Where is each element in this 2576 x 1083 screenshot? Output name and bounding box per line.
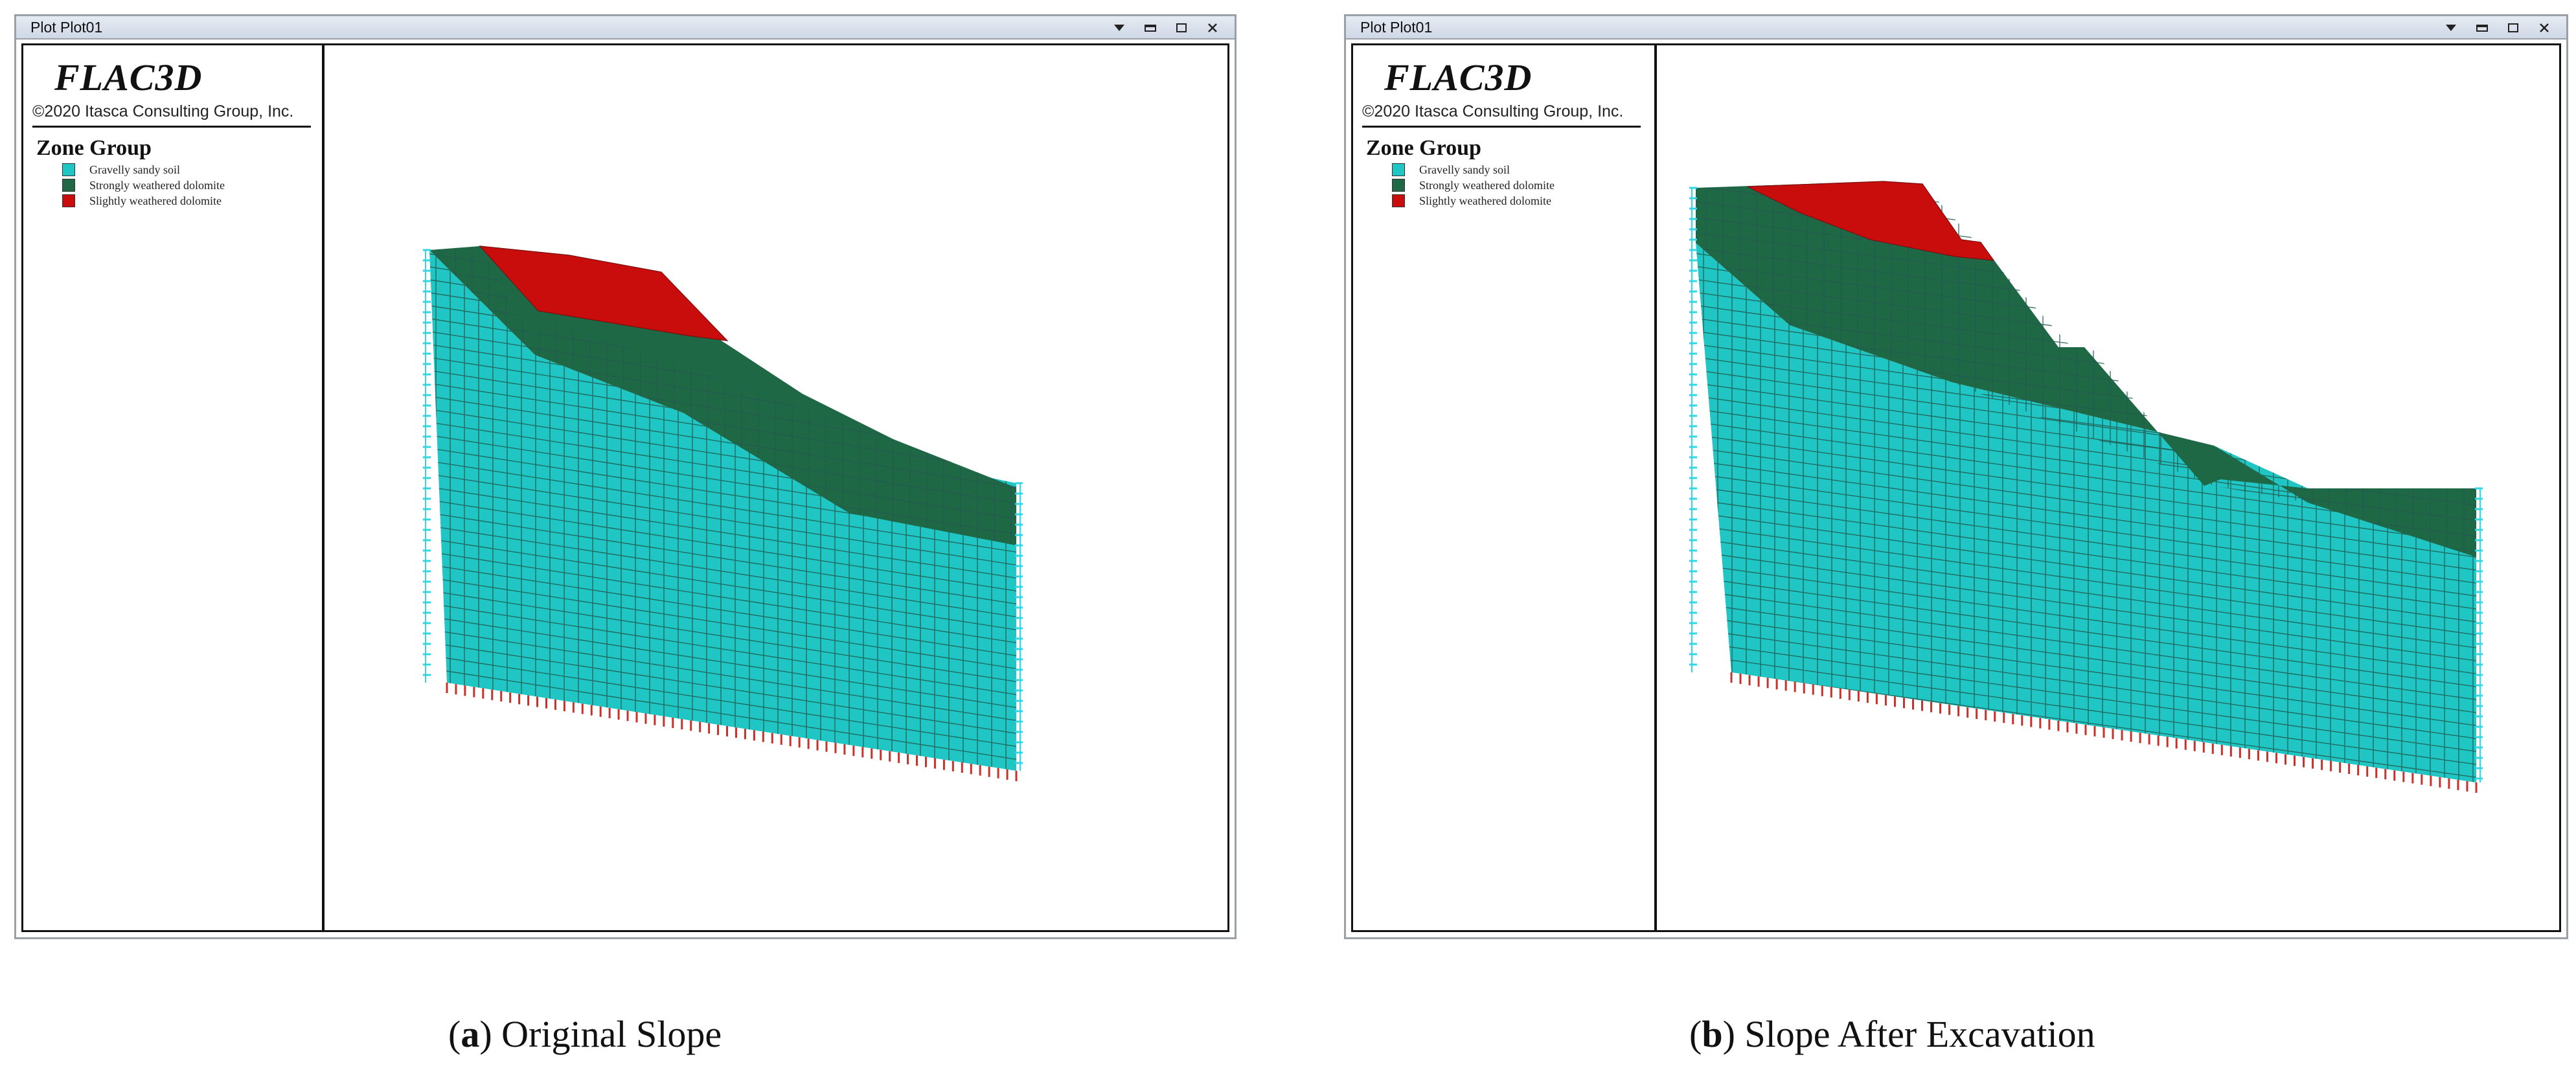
copyright-text: ©2020 Itasca Consulting Group, Inc.	[32, 102, 294, 120]
plot-window-excavated: Plot Plot01 FLAC3D ©2020 Itasca Consulti…	[1344, 14, 2568, 939]
plot-canvas[interactable]	[325, 43, 1229, 932]
swatch-soil	[1392, 163, 1405, 176]
slope-model-original	[423, 245, 1023, 781]
legend-pane: FLAC3D ©2020 Itasca Consulting Group, In…	[1351, 43, 1657, 932]
caption-slope-after-excavation: (b) Slope After Excavation	[1689, 1013, 2095, 1055]
legend-list: Gravelly sandy soil Strongly weathered d…	[1392, 162, 1555, 209]
boundary-supports	[423, 249, 1023, 781]
strong-dolomite-region	[429, 246, 1016, 545]
caption-original-slope: (a) Original Slope	[448, 1013, 722, 1055]
legend-label: Slightly weathered dolomite	[89, 194, 222, 207]
legend-title: Zone Group	[1366, 136, 1481, 160]
plot-canvas[interactable]	[1657, 43, 2561, 932]
window-controls	[2443, 18, 2552, 38]
swatch-slight-dolomite	[62, 194, 75, 207]
copyright-text: ©2020 Itasca Consulting Group, Inc.	[1362, 102, 1624, 120]
legend-label: Strongly weathered dolomite	[1419, 178, 1555, 192]
legend-item-strong-dolomite: Strongly weathered dolomite	[1392, 177, 1555, 193]
legend-item-slight-dolomite: Slightly weathered dolomite	[1392, 193, 1555, 209]
legend-item-slight-dolomite: Slightly weathered dolomite	[62, 193, 225, 209]
legend-divider	[1362, 126, 1641, 128]
window-titlebar[interactable]: Plot Plot01	[1346, 16, 2566, 40]
window-frame: Plot Plot01 FLAC3D ©2020 Itasca Consulti…	[1344, 14, 2568, 939]
maximize-icon[interactable]	[2505, 20, 2521, 36]
strong-dolomite-region	[1696, 181, 2476, 557]
red-zone-outline	[479, 245, 729, 341]
swatch-strong-dolomite	[62, 179, 75, 192]
slight-dolomite-mesh	[1747, 181, 1995, 261]
gravelly-soil-region	[1696, 243, 2476, 782]
close-icon[interactable]	[1205, 20, 1220, 36]
slight-dolomite-mesh	[479, 245, 729, 341]
swatch-soil	[62, 163, 75, 176]
slight-dolomite-region	[1748, 181, 1994, 260]
swatch-strong-dolomite	[1392, 179, 1405, 192]
caption-letter: b	[1702, 1013, 1723, 1055]
legend-label: Strongly weathered dolomite	[89, 178, 225, 192]
window-controls	[1111, 18, 1220, 38]
dropdown-arrow-icon[interactable]	[2443, 20, 2459, 36]
window-title: Plot Plot01	[30, 18, 103, 36]
app-name: FLAC3D	[54, 56, 203, 98]
legend-list: Gravelly sandy soil Strongly weathered d…	[62, 162, 225, 209]
window-titlebar[interactable]: Plot Plot01	[16, 16, 1235, 40]
boundary-supports	[1689, 187, 2483, 793]
close-icon[interactable]	[2536, 20, 2552, 36]
window-title: Plot Plot01	[1360, 18, 1433, 36]
dropdown-arrow-icon[interactable]	[1111, 20, 1127, 36]
legend-title: Zone Group	[36, 136, 152, 160]
red-zone-outline	[1747, 181, 1995, 261]
legend-pane: FLAC3D ©2020 Itasca Consulting Group, In…	[21, 43, 325, 932]
maximize-icon[interactable]	[1174, 20, 1189, 36]
legend-item-soil: Gravelly sandy soil	[62, 162, 225, 177]
legend-item-strong-dolomite: Strongly weathered dolomite	[62, 177, 225, 193]
app-name: FLAC3D	[1384, 56, 1533, 98]
restore-icon[interactable]	[1143, 20, 1158, 36]
slope-model-excavated	[1689, 181, 2483, 793]
slight-dolomite-region	[480, 246, 727, 341]
restore-icon[interactable]	[2474, 20, 2490, 36]
caption-text: Original Slope	[501, 1013, 722, 1055]
plot-window-original: Plot Plot01 FLAC3D ©2020 Itasca Consulti…	[14, 14, 1237, 939]
legend-label: Gravelly sandy soil	[89, 163, 180, 176]
caption-letter: a	[461, 1013, 480, 1055]
legend-item-soil: Gravelly sandy soil	[1392, 162, 1555, 177]
window-frame: Plot Plot01 FLAC3D ©2020 Itasca Consulti…	[14, 14, 1237, 939]
legend-divider	[32, 126, 311, 128]
legend-label: Slightly weathered dolomite	[1419, 194, 1551, 207]
caption-text: Slope After Excavation	[1744, 1013, 2095, 1055]
legend-label: Gravelly sandy soil	[1419, 163, 1510, 176]
swatch-slight-dolomite	[1392, 194, 1405, 207]
